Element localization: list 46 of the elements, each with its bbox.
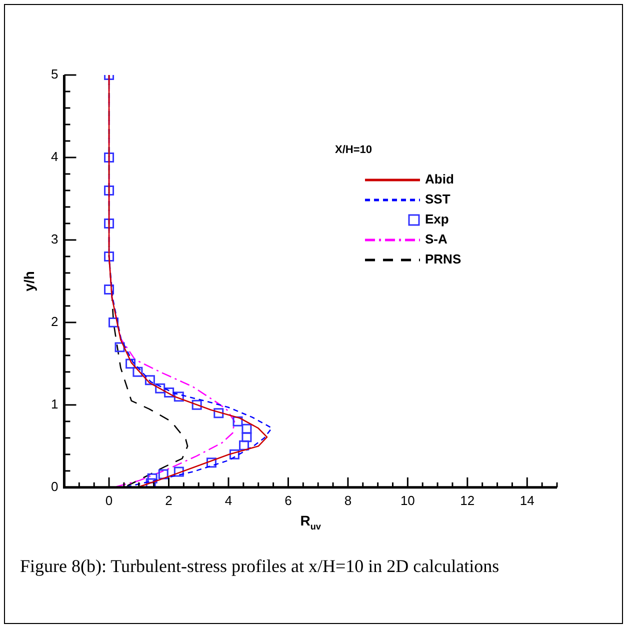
legend-label: S-A bbox=[425, 232, 448, 247]
legend-label: Exp bbox=[425, 212, 449, 227]
point bbox=[242, 424, 252, 434]
legend-label: Abid bbox=[425, 172, 454, 187]
point bbox=[104, 185, 114, 196]
y-tick-label: 2 bbox=[50, 314, 58, 330]
point bbox=[174, 392, 184, 402]
point bbox=[104, 251, 114, 262]
point bbox=[108, 317, 118, 328]
x-tick-label: 2 bbox=[165, 492, 172, 508]
y-tick-label: 5 bbox=[50, 66, 58, 82]
y-tick-label: 0 bbox=[50, 478, 58, 494]
x-tick-label: 6 bbox=[284, 492, 292, 508]
x-tick-label: 14 bbox=[520, 492, 534, 508]
y-tick-label: 1 bbox=[50, 396, 58, 412]
point bbox=[126, 358, 136, 369]
point bbox=[206, 458, 216, 468]
legend-label: SST bbox=[425, 192, 450, 207]
y-tick-label: 3 bbox=[50, 232, 58, 247]
x-tick-label: 12 bbox=[460, 492, 475, 508]
point bbox=[174, 466, 184, 477]
point bbox=[104, 284, 114, 294]
x-tick-label: 0 bbox=[105, 492, 113, 508]
point bbox=[147, 473, 158, 484]
legend-title: X/H=10 bbox=[335, 144, 372, 156]
point bbox=[192, 400, 202, 410]
y-tick-label: 4 bbox=[50, 149, 58, 164]
point bbox=[114, 342, 125, 352]
point bbox=[229, 449, 240, 460]
point bbox=[158, 469, 168, 480]
caption: Figure 8(b): Turbulent-stress profiles at x/H=10 in 2D calculations bbox=[20, 555, 500, 578]
x-tick-label: 10 bbox=[400, 492, 415, 508]
x-tick-label: 8 bbox=[344, 492, 352, 508]
point bbox=[239, 440, 250, 450]
point bbox=[155, 383, 166, 394]
point bbox=[214, 408, 224, 418]
point bbox=[232, 416, 243, 426]
legend-label: PRNS bbox=[425, 252, 462, 267]
point bbox=[104, 152, 114, 162]
point bbox=[144, 375, 155, 386]
x-tick-label: 4 bbox=[224, 492, 232, 508]
point bbox=[164, 388, 174, 398]
point bbox=[132, 366, 143, 377]
point bbox=[242, 432, 252, 442]
point bbox=[104, 218, 114, 228]
y-axis-title: y/h bbox=[21, 271, 38, 292]
